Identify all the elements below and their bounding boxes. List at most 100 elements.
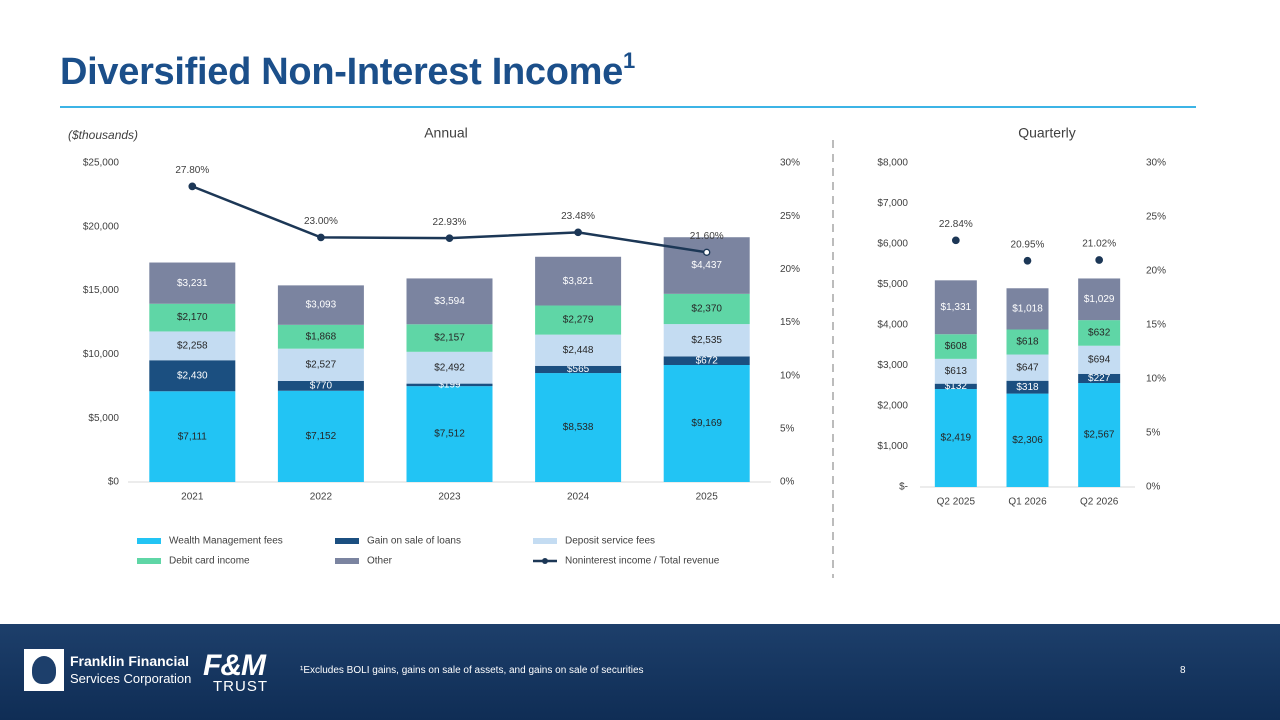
annual-data-label: $565 (567, 364, 590, 375)
quarterly-bar-segment (1006, 380, 1049, 394)
annual-data-label: $3,093 (306, 300, 337, 311)
quarterly-data-label: $2,567 (1084, 430, 1115, 441)
quarterly-y-right-tick: 25% (1146, 212, 1166, 223)
annual-data-label: $672 (696, 355, 719, 366)
quarterly-y-left-tick: $4,000 (877, 320, 908, 331)
quarterly-bar-segment (1006, 393, 1049, 487)
annual-data-label: $8,538 (563, 422, 594, 433)
legend-label: Gain on sale of loans (367, 536, 461, 547)
charts-canvas: ($thousands) Annual $0 $5,000 $10,000 $15,00… (68, 125, 1166, 578)
annual-bar-segment (535, 334, 622, 366)
quarterly-bar-segment (934, 358, 977, 384)
annual-data-label: $770 (310, 380, 333, 391)
quarterly-y-right-tick: 0% (1146, 482, 1161, 493)
quarterly-bar-segment (934, 334, 977, 359)
annual-y-left-tick: $20,000 (83, 221, 120, 232)
quarterly-data-label: $2,419 (941, 433, 972, 444)
annual-data-label: $3,594 (434, 296, 465, 307)
annual-x-tick: 2023 (438, 492, 461, 503)
annual-bar-segment (535, 365, 622, 374)
annual-ratio-label: 21.60% (690, 231, 724, 242)
annual-bar-segment (535, 305, 622, 335)
quarterly-ratio-point (1095, 256, 1104, 264)
quarterly-data-label: $227 (1088, 373, 1111, 384)
quarterly-data-label: $613 (945, 366, 968, 377)
quarterly-y-right-tick: 15% (1146, 320, 1166, 331)
legend-label: Deposit service fees (565, 536, 655, 547)
annual-data-label: $7,152 (306, 431, 337, 442)
quarterly-data-label: $1,331 (941, 302, 972, 313)
annual-ratio-label: 23.48% (561, 211, 595, 222)
annual-data-label: $2,492 (434, 362, 465, 373)
title-divider (60, 106, 1196, 108)
annual-data-label: $2,279 (563, 315, 594, 326)
annual-y-right-tick: 10% (780, 370, 800, 381)
footer-bar (0, 624, 1280, 720)
quarterly-y-left-tick: $2,000 (877, 401, 908, 412)
legend-label: Other (367, 556, 393, 567)
annual-ratio-label: 22.93% (433, 217, 467, 228)
quarterly-y-left-tick: $- (899, 482, 908, 493)
annual-y-right-tick: 15% (780, 317, 800, 328)
annual-bar-segment (277, 390, 364, 482)
fm-logo-trust: TRUST (213, 678, 268, 695)
quarterly-ratio-point (951, 236, 960, 245)
annual-data-label: $2,170 (177, 312, 208, 323)
page-number: 8 (1180, 665, 1186, 676)
quarterly-y-right-tick: 5% (1146, 428, 1161, 439)
annual-x-tick: 2025 (696, 492, 719, 503)
annual-x-tick: 2021 (181, 492, 204, 503)
annual-y-right-tick: 5% (780, 423, 795, 434)
legend-label: Debit card income (169, 556, 250, 567)
annual-bar-segment (535, 373, 622, 482)
annual-x-tick: 2024 (567, 492, 590, 503)
annual-bar-segment (406, 386, 493, 482)
quarterly-bar-segment (1006, 329, 1049, 355)
quarterly-data-label: $694 (1088, 354, 1111, 365)
annual-y-right-tick: 25% (780, 211, 800, 222)
fm-logo-mark: F&M (203, 649, 266, 682)
annual-bar-segment (277, 348, 364, 381)
legend-label: Noninterest income / Total revenue (565, 556, 720, 567)
annual-y-left-tick: $15,000 (83, 285, 120, 296)
annual-bar-segment (277, 285, 364, 325)
quarterly-data-label: $2,306 (1012, 435, 1043, 446)
quarterly-y-left-tick: $8,000 (877, 158, 908, 169)
quarterly-y-right-tick: 30% (1146, 158, 1166, 169)
quarterly-data-label: $132 (945, 381, 968, 392)
annual-y-left-tick: $5,000 (88, 413, 119, 424)
quarterly-y-left-tick: $7,000 (877, 198, 908, 209)
footnote: ¹Excludes BOLI gains, gains on sale of a… (300, 665, 644, 676)
quarterly-bar-segment (934, 280, 977, 335)
quarterly-ratio-label: 20.95% (1011, 239, 1045, 250)
annual-ratio-label: 23.00% (304, 216, 338, 227)
annual-data-label: $3,821 (563, 276, 594, 287)
units-note: ($thousands) (68, 128, 138, 142)
annual-data-label: $2,535 (691, 335, 722, 346)
annual-data-label: $2,430 (177, 370, 208, 381)
annual-data-label: $7,111 (178, 431, 208, 442)
legend-swatch-marker (542, 558, 548, 564)
annual-ratio-point (188, 182, 197, 191)
annual-ratio-point (703, 248, 711, 256)
quarterly-data-label: $1,018 (1012, 304, 1043, 315)
annual-ratio-point (574, 228, 582, 237)
annual-data-label: $199 (438, 380, 461, 391)
quarterly-y-left-tick: $6,000 (877, 239, 908, 250)
quarterly-ratio-label: 21.02% (1082, 239, 1116, 250)
quarterly-ratio-point (1023, 256, 1032, 265)
quarterly-x-tick: Q2 2026 (1080, 497, 1119, 508)
annual-x-tick: 2022 (310, 492, 333, 503)
quarterly-data-label: $632 (1088, 328, 1111, 339)
quarterly-y-left-tick: $3,000 (877, 360, 908, 371)
annual-bar-segment (406, 278, 493, 325)
annual-y-right-tick: 20% (780, 264, 800, 275)
franklin-logo-line2: Services Corporation (70, 671, 192, 686)
quarterly-data-label: $318 (1016, 382, 1039, 393)
annual-bar-segment (663, 356, 750, 366)
annual-bar-segment (663, 324, 750, 357)
franklin-logo-line1: Franklin Financial (70, 653, 190, 669)
quarterly-y-right-tick: 10% (1146, 374, 1166, 385)
quarterly-bar-segment (934, 383, 977, 390)
quarterly-data-label: $608 (945, 341, 968, 352)
